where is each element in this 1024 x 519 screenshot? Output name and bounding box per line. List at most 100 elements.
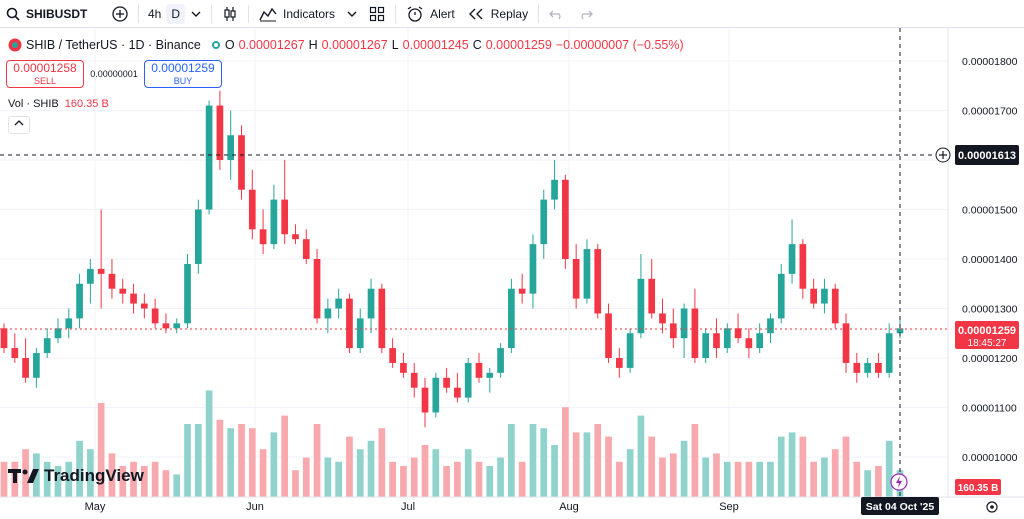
candle <box>853 353 861 383</box>
candle <box>238 125 245 200</box>
high-value: 0.00001267 <box>321 38 388 52</box>
candle <box>486 367 494 393</box>
candle <box>529 234 537 309</box>
candle <box>626 328 634 373</box>
volume-bar <box>0 461 8 497</box>
candle <box>356 308 364 354</box>
volume-bar <box>97 403 105 497</box>
price-scale[interactable]: 0.00001800 0.00001700 0.00001500 0.00001400… <box>962 56 1018 464</box>
volume-bar <box>238 424 245 497</box>
volume-bar <box>594 424 602 497</box>
volume-bars <box>0 390 904 497</box>
volume-bar <box>356 449 364 497</box>
price-tick-label: 0.00001100 <box>962 403 1017 415</box>
chevron-up-icon <box>14 119 24 130</box>
candle <box>497 343 504 378</box>
candle <box>43 328 51 358</box>
volume-bar <box>842 436 850 497</box>
volume-bar <box>292 470 299 497</box>
volume-bar <box>205 390 213 497</box>
timeframe-d[interactable]: D <box>166 3 186 24</box>
collapse-legend-button[interactable] <box>8 116 30 134</box>
candle <box>669 308 677 349</box>
candle <box>227 110 235 180</box>
volume-bar <box>227 428 235 497</box>
volume-bar <box>637 415 645 497</box>
buy-price: 0.00001259 <box>151 61 215 75</box>
time-tick-label: Jun <box>246 501 264 513</box>
candle <box>421 377 429 428</box>
volume-badge-text: 160.35 B <box>958 483 999 494</box>
candle <box>842 313 850 373</box>
buy-label: BUY <box>173 76 193 86</box>
volume-legend: Vol · SHIB 160.35 B <box>8 98 109 110</box>
volume-bar <box>518 461 526 497</box>
symbol-title: SHIB / TetherUS · 1D · Binance <box>26 38 201 52</box>
candle <box>508 278 515 354</box>
volume-bar <box>648 436 656 497</box>
candle <box>680 303 688 358</box>
lightning-icon[interactable] <box>890 473 908 491</box>
volume-bar <box>659 457 666 497</box>
replay-button[interactable]: Replay <box>461 0 534 28</box>
buy-button[interactable]: 0.00001259 BUY <box>144 60 222 88</box>
alert-button[interactable]: Alert <box>400 0 461 28</box>
candles-icon <box>222 6 238 22</box>
candle <box>335 288 342 319</box>
volume-bar <box>76 440 83 497</box>
time-tick-label: Jul <box>401 501 415 513</box>
redo-button[interactable] <box>571 0 599 28</box>
volume-bar <box>508 424 515 497</box>
sell-button[interactable]: 0.00001258 SELL <box>6 60 84 88</box>
candle <box>432 372 440 418</box>
volume-bar <box>475 461 483 497</box>
candle <box>367 278 375 334</box>
price-tick-label: 0.00001500 <box>962 205 1018 217</box>
volume-bar <box>745 461 753 497</box>
timeframe-dropdown[interactable] <box>185 0 207 28</box>
candle <box>248 169 256 240</box>
price-chart[interactable]: 0.00001800 0.00001700 0.00001500 0.00001400… <box>0 28 1024 519</box>
candle <box>572 244 580 309</box>
volume-bar <box>810 461 817 497</box>
timeframe-4h[interactable]: 4h <box>148 6 162 21</box>
symbol-name: SHIBUSDT <box>26 6 88 21</box>
undo-button[interactable] <box>543 0 571 28</box>
candle <box>594 244 602 319</box>
candle <box>475 353 483 383</box>
candle <box>302 229 310 264</box>
candles <box>0 90 904 428</box>
low-label: L <box>391 38 399 52</box>
volume-bar <box>335 461 342 497</box>
volume-bar <box>702 457 710 497</box>
chevron-down-icon <box>191 10 201 18</box>
time-scale[interactable]: May Jun Jul Aug Sep <box>85 501 739 513</box>
last-price-badge: 0.00001259 18:45:27 <box>955 321 1019 349</box>
volume-bar <box>432 449 440 497</box>
indicators-button[interactable]: Indicators <box>253 0 341 28</box>
candle <box>885 323 893 378</box>
compare-button[interactable] <box>106 0 134 28</box>
symbol-search[interactable]: SHIBUSDT <box>0 0 106 28</box>
crosshair-date-label: Sat 04 Oct '25 <box>861 497 939 515</box>
layouts-button[interactable] <box>363 0 391 28</box>
change-value: −0.00000007 (−0.55%) <box>555 38 684 52</box>
volume-bar <box>140 466 148 497</box>
candle <box>33 348 40 388</box>
candle <box>518 273 526 304</box>
indicators-dropdown[interactable] <box>341 0 363 28</box>
volume-bar <box>875 466 882 497</box>
volume-bar <box>464 449 472 497</box>
tradingview-logo[interactable]: TradingView <box>8 466 144 486</box>
price-tick-label: 0.00001200 <box>962 353 1018 365</box>
candle <box>22 338 29 383</box>
divider <box>395 4 397 23</box>
volume-bar <box>302 457 310 497</box>
open-label: O <box>224 38 235 52</box>
volume-bar <box>367 440 375 497</box>
settings-icon[interactable] <box>986 501 998 513</box>
candle <box>410 362 418 398</box>
volume-bar <box>605 436 612 497</box>
time-tick-label: May <box>85 501 106 513</box>
chart-type-button[interactable] <box>216 0 244 28</box>
